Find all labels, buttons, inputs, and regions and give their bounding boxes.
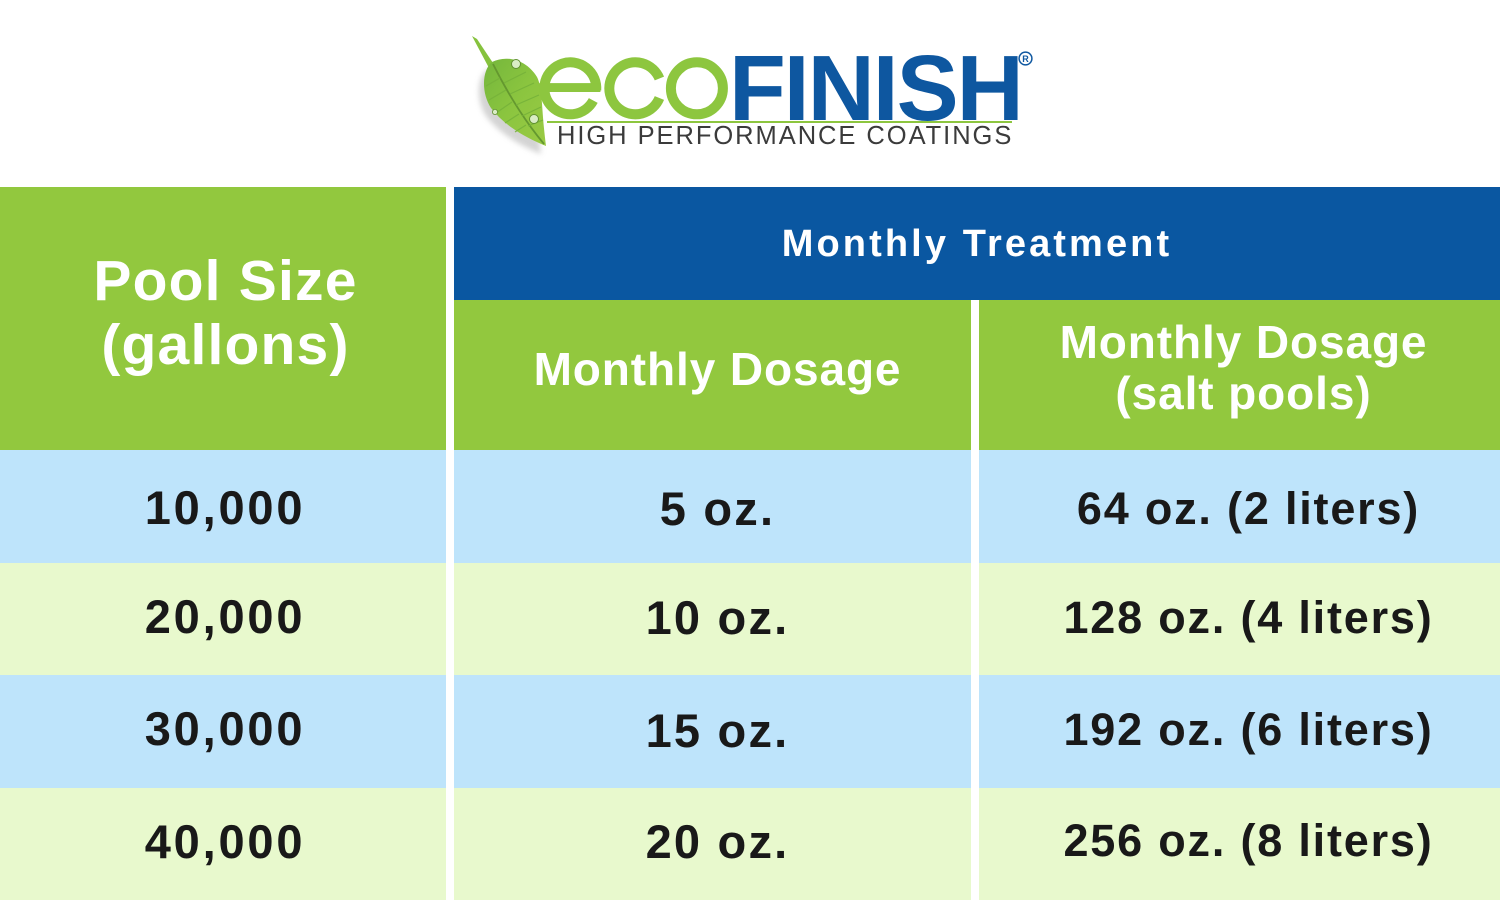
svg-text:R: R <box>1022 54 1029 64</box>
